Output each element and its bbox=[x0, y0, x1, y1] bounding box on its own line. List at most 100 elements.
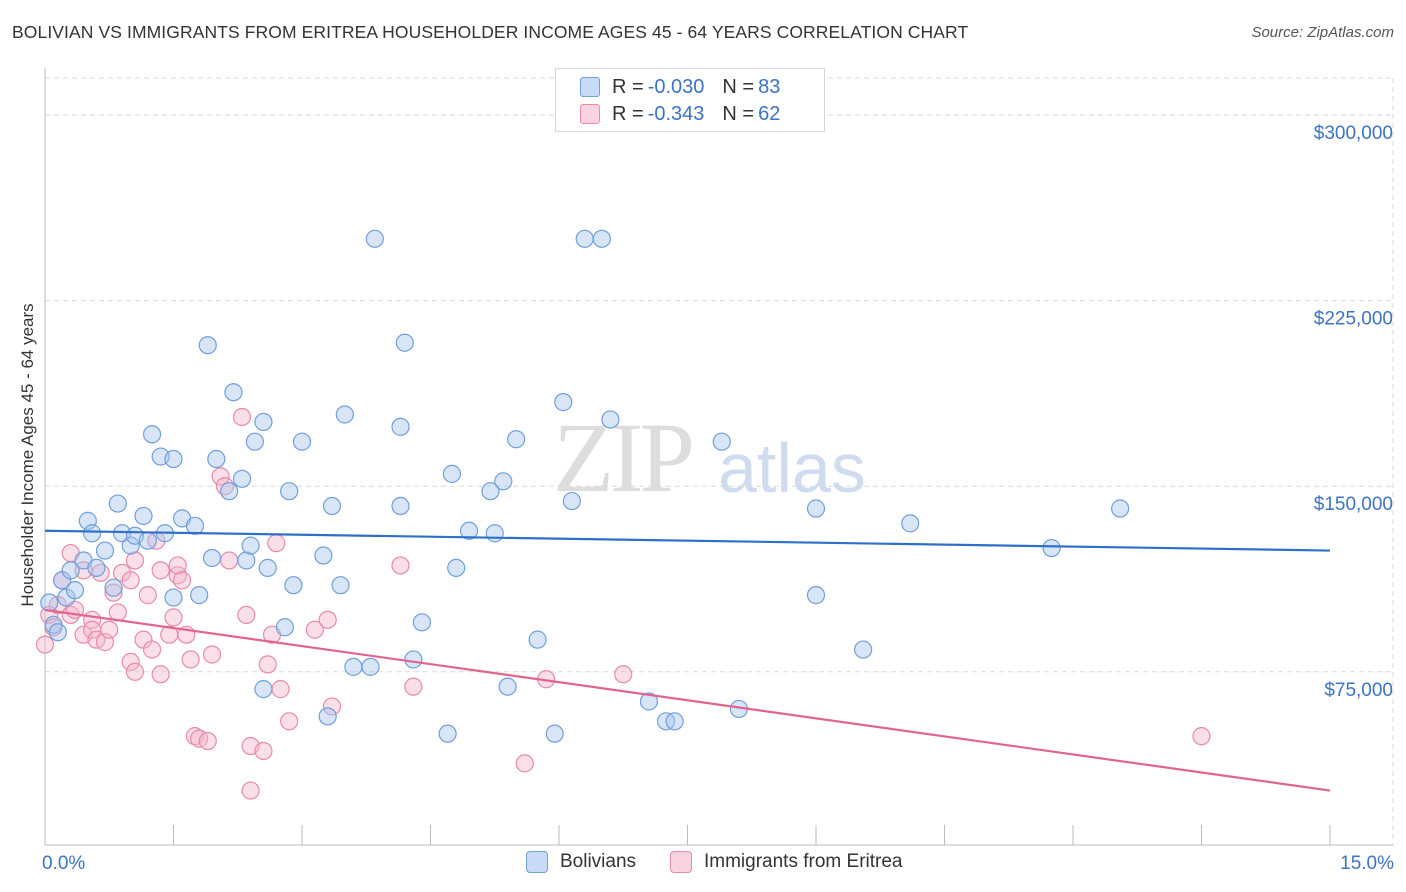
data-point-bolivians bbox=[545, 724, 564, 743]
data-point-bolivians bbox=[164, 588, 183, 607]
trend-line-bolivians bbox=[44, 529, 1331, 552]
data-point-bolivians bbox=[207, 449, 226, 469]
legend-swatch-blue bbox=[580, 77, 600, 97]
data-point-eritrea bbox=[322, 697, 342, 716]
data-point-eritrea bbox=[280, 712, 299, 731]
data-point-bolivians bbox=[83, 524, 102, 543]
data-point-bolivians bbox=[224, 383, 243, 402]
data-point-bolivians bbox=[314, 546, 333, 565]
data-point-bolivians bbox=[138, 531, 157, 550]
x-tick-label-max: 15.0% bbox=[1340, 853, 1394, 874]
data-point-bolivians bbox=[331, 576, 350, 595]
gridlines bbox=[45, 77, 1395, 845]
legend-n-value: 62 bbox=[758, 102, 781, 125]
data-point-bolivians bbox=[61, 561, 80, 580]
data-point-bolivians bbox=[220, 482, 239, 501]
data-point-bolivians bbox=[854, 640, 873, 659]
y-axis-title: Householder Income Ages 45 - 64 years bbox=[18, 303, 37, 607]
legend-n-label: N = bbox=[722, 75, 755, 98]
data-point-eritrea bbox=[104, 583, 123, 602]
data-point-bolivians bbox=[391, 496, 410, 516]
bottom-legend-bolivians: Bolivians bbox=[526, 851, 636, 873]
data-point-eritrea bbox=[164, 608, 183, 627]
watermark-atlas: atlas bbox=[718, 429, 866, 507]
data-point-eritrea bbox=[121, 571, 140, 590]
data-point-eritrea bbox=[125, 662, 145, 681]
data-point-bolivians bbox=[395, 333, 414, 352]
data-point-eritrea bbox=[241, 781, 260, 800]
data-point-eritrea bbox=[151, 561, 170, 580]
data-point-bolivians bbox=[280, 482, 299, 501]
data-point-bolivians bbox=[48, 623, 67, 642]
data-point-bolivians bbox=[459, 521, 479, 540]
data-point-bolivians bbox=[562, 491, 581, 511]
legend-swatch-pink bbox=[580, 104, 600, 124]
data-point-eritrea bbox=[202, 645, 222, 664]
data-point-eritrea bbox=[318, 610, 337, 629]
data-point-bolivians bbox=[292, 432, 312, 451]
data-point-eritrea bbox=[237, 605, 256, 625]
data-point-eritrea bbox=[267, 534, 286, 553]
data-point-bolivians bbox=[592, 229, 611, 248]
data-point-bolivians bbox=[40, 593, 59, 612]
bottom-legend-swatch-pink bbox=[670, 851, 692, 873]
data-point-bolivians bbox=[335, 405, 354, 424]
data-point-eritrea bbox=[254, 741, 273, 761]
data-point-bolivians bbox=[254, 680, 273, 699]
data-point-eritrea bbox=[121, 652, 140, 672]
legend-row-bolivians: R = -0.030 N = 83 bbox=[580, 74, 780, 100]
data-point-bolivians bbox=[438, 724, 457, 743]
data-point-bolivians bbox=[665, 712, 684, 731]
data-point-eritrea bbox=[258, 655, 277, 674]
source-credit: Source: ZipAtlas.com bbox=[1251, 24, 1394, 41]
data-point-bolivians bbox=[344, 657, 363, 676]
data-point-bolivians bbox=[284, 576, 303, 595]
y-tick-label: $225,000 bbox=[1314, 309, 1393, 330]
data-point-bolivians bbox=[108, 494, 127, 513]
data-point-bolivians bbox=[142, 425, 162, 444]
data-point-bolivians bbox=[712, 432, 731, 451]
data-point-bolivians bbox=[121, 536, 140, 555]
legend-row-eritrea: R = -0.343 N = 62 bbox=[580, 101, 780, 127]
data-point-bolivians bbox=[185, 516, 205, 535]
data-point-eritrea bbox=[142, 640, 162, 659]
data-point-bolivians bbox=[485, 524, 504, 543]
bottom-legend-label: Bolivians bbox=[560, 851, 637, 872]
data-point-bolivians bbox=[806, 499, 826, 518]
data-point-bolivians bbox=[447, 558, 466, 577]
y-tick-label: $300,000 bbox=[1314, 123, 1393, 144]
data-point-bolivians bbox=[391, 417, 410, 436]
x-tick-label-min: 0.0% bbox=[42, 853, 85, 874]
data-point-bolivians bbox=[639, 692, 659, 711]
axes bbox=[44, 68, 1393, 846]
legend-r-label: R = bbox=[612, 75, 644, 98]
data-point-bolivians bbox=[507, 430, 526, 449]
data-point-bolivians bbox=[412, 613, 432, 632]
data-point-eritrea bbox=[515, 754, 534, 773]
series-eritrea-points bbox=[35, 407, 1211, 800]
data-point-eritrea bbox=[211, 467, 230, 486]
data-point-bolivians bbox=[494, 472, 513, 491]
data-point-bolivians bbox=[442, 464, 462, 483]
legend-r-label: R = bbox=[612, 102, 644, 125]
data-point-bolivians bbox=[164, 449, 183, 469]
data-point-eritrea bbox=[100, 620, 119, 639]
bottom-legend-label: Immigrants from Eritrea bbox=[704, 851, 903, 872]
data-point-bolivians bbox=[498, 677, 517, 696]
data-point-bolivians bbox=[87, 558, 106, 577]
data-point-eritrea bbox=[220, 551, 239, 570]
data-point-bolivians bbox=[901, 514, 920, 533]
axis-labels: $75,000 $150,000 $225,000 $300,000 0.0% 15.0% bbox=[42, 123, 1394, 874]
data-point-bolivians bbox=[95, 541, 115, 560]
y-tick-label: $150,000 bbox=[1314, 494, 1393, 515]
data-point-eritrea bbox=[271, 680, 290, 699]
data-point-bolivians bbox=[806, 586, 826, 605]
data-point-eritrea bbox=[35, 635, 55, 654]
data-point-bolivians bbox=[365, 229, 384, 248]
data-point-bolivians bbox=[202, 548, 222, 568]
data-point-eritrea bbox=[125, 551, 145, 570]
data-point-bolivians bbox=[134, 506, 153, 526]
data-point-eritrea bbox=[404, 677, 423, 696]
data-point-bolivians bbox=[1042, 538, 1061, 558]
